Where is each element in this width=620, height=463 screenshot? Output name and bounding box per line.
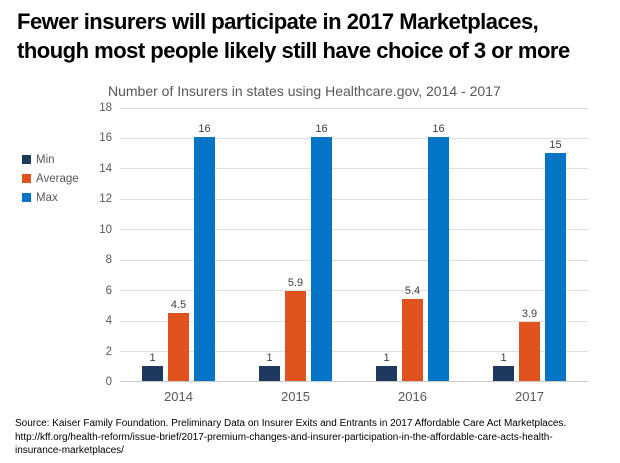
bar-average-2016 bbox=[402, 298, 423, 381]
gridline bbox=[120, 168, 588, 170]
bar-min-2015 bbox=[259, 365, 280, 381]
legend-item-min: Min bbox=[22, 150, 79, 169]
y-axis-tick-label: 18 bbox=[99, 102, 112, 114]
bar-group-2014: 1 4.5 16 bbox=[120, 108, 237, 381]
legend-label: Max bbox=[36, 191, 58, 204]
y-axis-tick-label: 0 bbox=[105, 376, 112, 388]
y-axis-tick-label: 14 bbox=[99, 162, 112, 175]
bar-value-label: 16 bbox=[198, 123, 211, 136]
legend-swatch-icon bbox=[22, 193, 31, 202]
y-axis-tick-label: 16 bbox=[99, 132, 112, 145]
y-axis-tick-label: 8 bbox=[105, 254, 112, 267]
bar-average-2015 bbox=[285, 291, 306, 381]
x-axis-category-label: 2017 bbox=[515, 389, 544, 404]
bar-value-label: 16 bbox=[432, 123, 445, 136]
y-axis-tick-label: 10 bbox=[99, 223, 112, 236]
bar-group-2016: 1 5.4 16 bbox=[354, 108, 471, 381]
legend-label: Min bbox=[36, 153, 55, 166]
bar-value-label: 16 bbox=[315, 123, 328, 136]
gridline bbox=[120, 259, 588, 261]
bar-max-2014 bbox=[194, 137, 215, 381]
gridline bbox=[120, 351, 588, 353]
bar-max-2017 bbox=[545, 152, 566, 381]
bar-max-2016 bbox=[428, 137, 449, 381]
gridline bbox=[120, 137, 588, 139]
y-axis-tick-label: 6 bbox=[105, 284, 112, 297]
gridline bbox=[120, 229, 588, 231]
y-axis-tick-label: 12 bbox=[99, 193, 112, 206]
gridline bbox=[120, 290, 588, 292]
plot-area: 1 4.5 16 1 5.9 16 1 5.4 16 1 3.9 15 bbox=[120, 107, 588, 382]
x-axis-category-label: 2015 bbox=[281, 389, 310, 404]
bar-value-label: 5.4 bbox=[404, 284, 421, 297]
bar-max-2015 bbox=[311, 137, 332, 381]
x-axis-category-label: 2014 bbox=[164, 389, 193, 404]
legend: Min Average Max bbox=[22, 150, 79, 207]
bar-value-label: 5.9 bbox=[287, 277, 304, 290]
bar-value-label: 3.9 bbox=[521, 307, 538, 320]
bar-group-2015: 1 5.9 16 bbox=[237, 108, 354, 381]
bar-average-2017 bbox=[519, 321, 540, 381]
bar-value-label: 1 bbox=[149, 351, 156, 364]
y-axis-tick-label: 2 bbox=[105, 345, 112, 358]
legend-swatch-icon bbox=[22, 174, 31, 183]
bar-value-label: 15 bbox=[549, 138, 562, 151]
bar-min-2017 bbox=[493, 365, 514, 381]
gridline bbox=[120, 198, 588, 200]
gridline bbox=[120, 107, 588, 109]
bar-min-2014 bbox=[142, 365, 163, 381]
legend-item-max: Max bbox=[22, 188, 79, 207]
y-axis-tick-label: 4 bbox=[105, 315, 112, 328]
bar-min-2016 bbox=[376, 365, 397, 381]
x-axis-category-label: 2016 bbox=[398, 389, 427, 404]
gridline bbox=[120, 320, 588, 322]
bar-value-label: 1 bbox=[266, 351, 273, 364]
bar-value-label: 4.5 bbox=[170, 298, 187, 311]
chart-subtitle: Number of Insurers in states using Healt… bbox=[108, 83, 501, 99]
bar-average-2014 bbox=[168, 312, 189, 381]
bar-group-2017: 1 3.9 15 bbox=[471, 108, 588, 381]
bar-value-label: 1 bbox=[500, 351, 507, 364]
legend-swatch-icon bbox=[22, 155, 31, 164]
source-note: Source: Kaiser Family Foundation. Prelim… bbox=[15, 418, 567, 456]
legend-label: Average bbox=[36, 172, 79, 185]
page-title: Fewer insurers will participate in 2017 … bbox=[17, 9, 570, 63]
legend-item-average: Average bbox=[22, 169, 79, 188]
bar-value-label: 1 bbox=[383, 351, 390, 364]
